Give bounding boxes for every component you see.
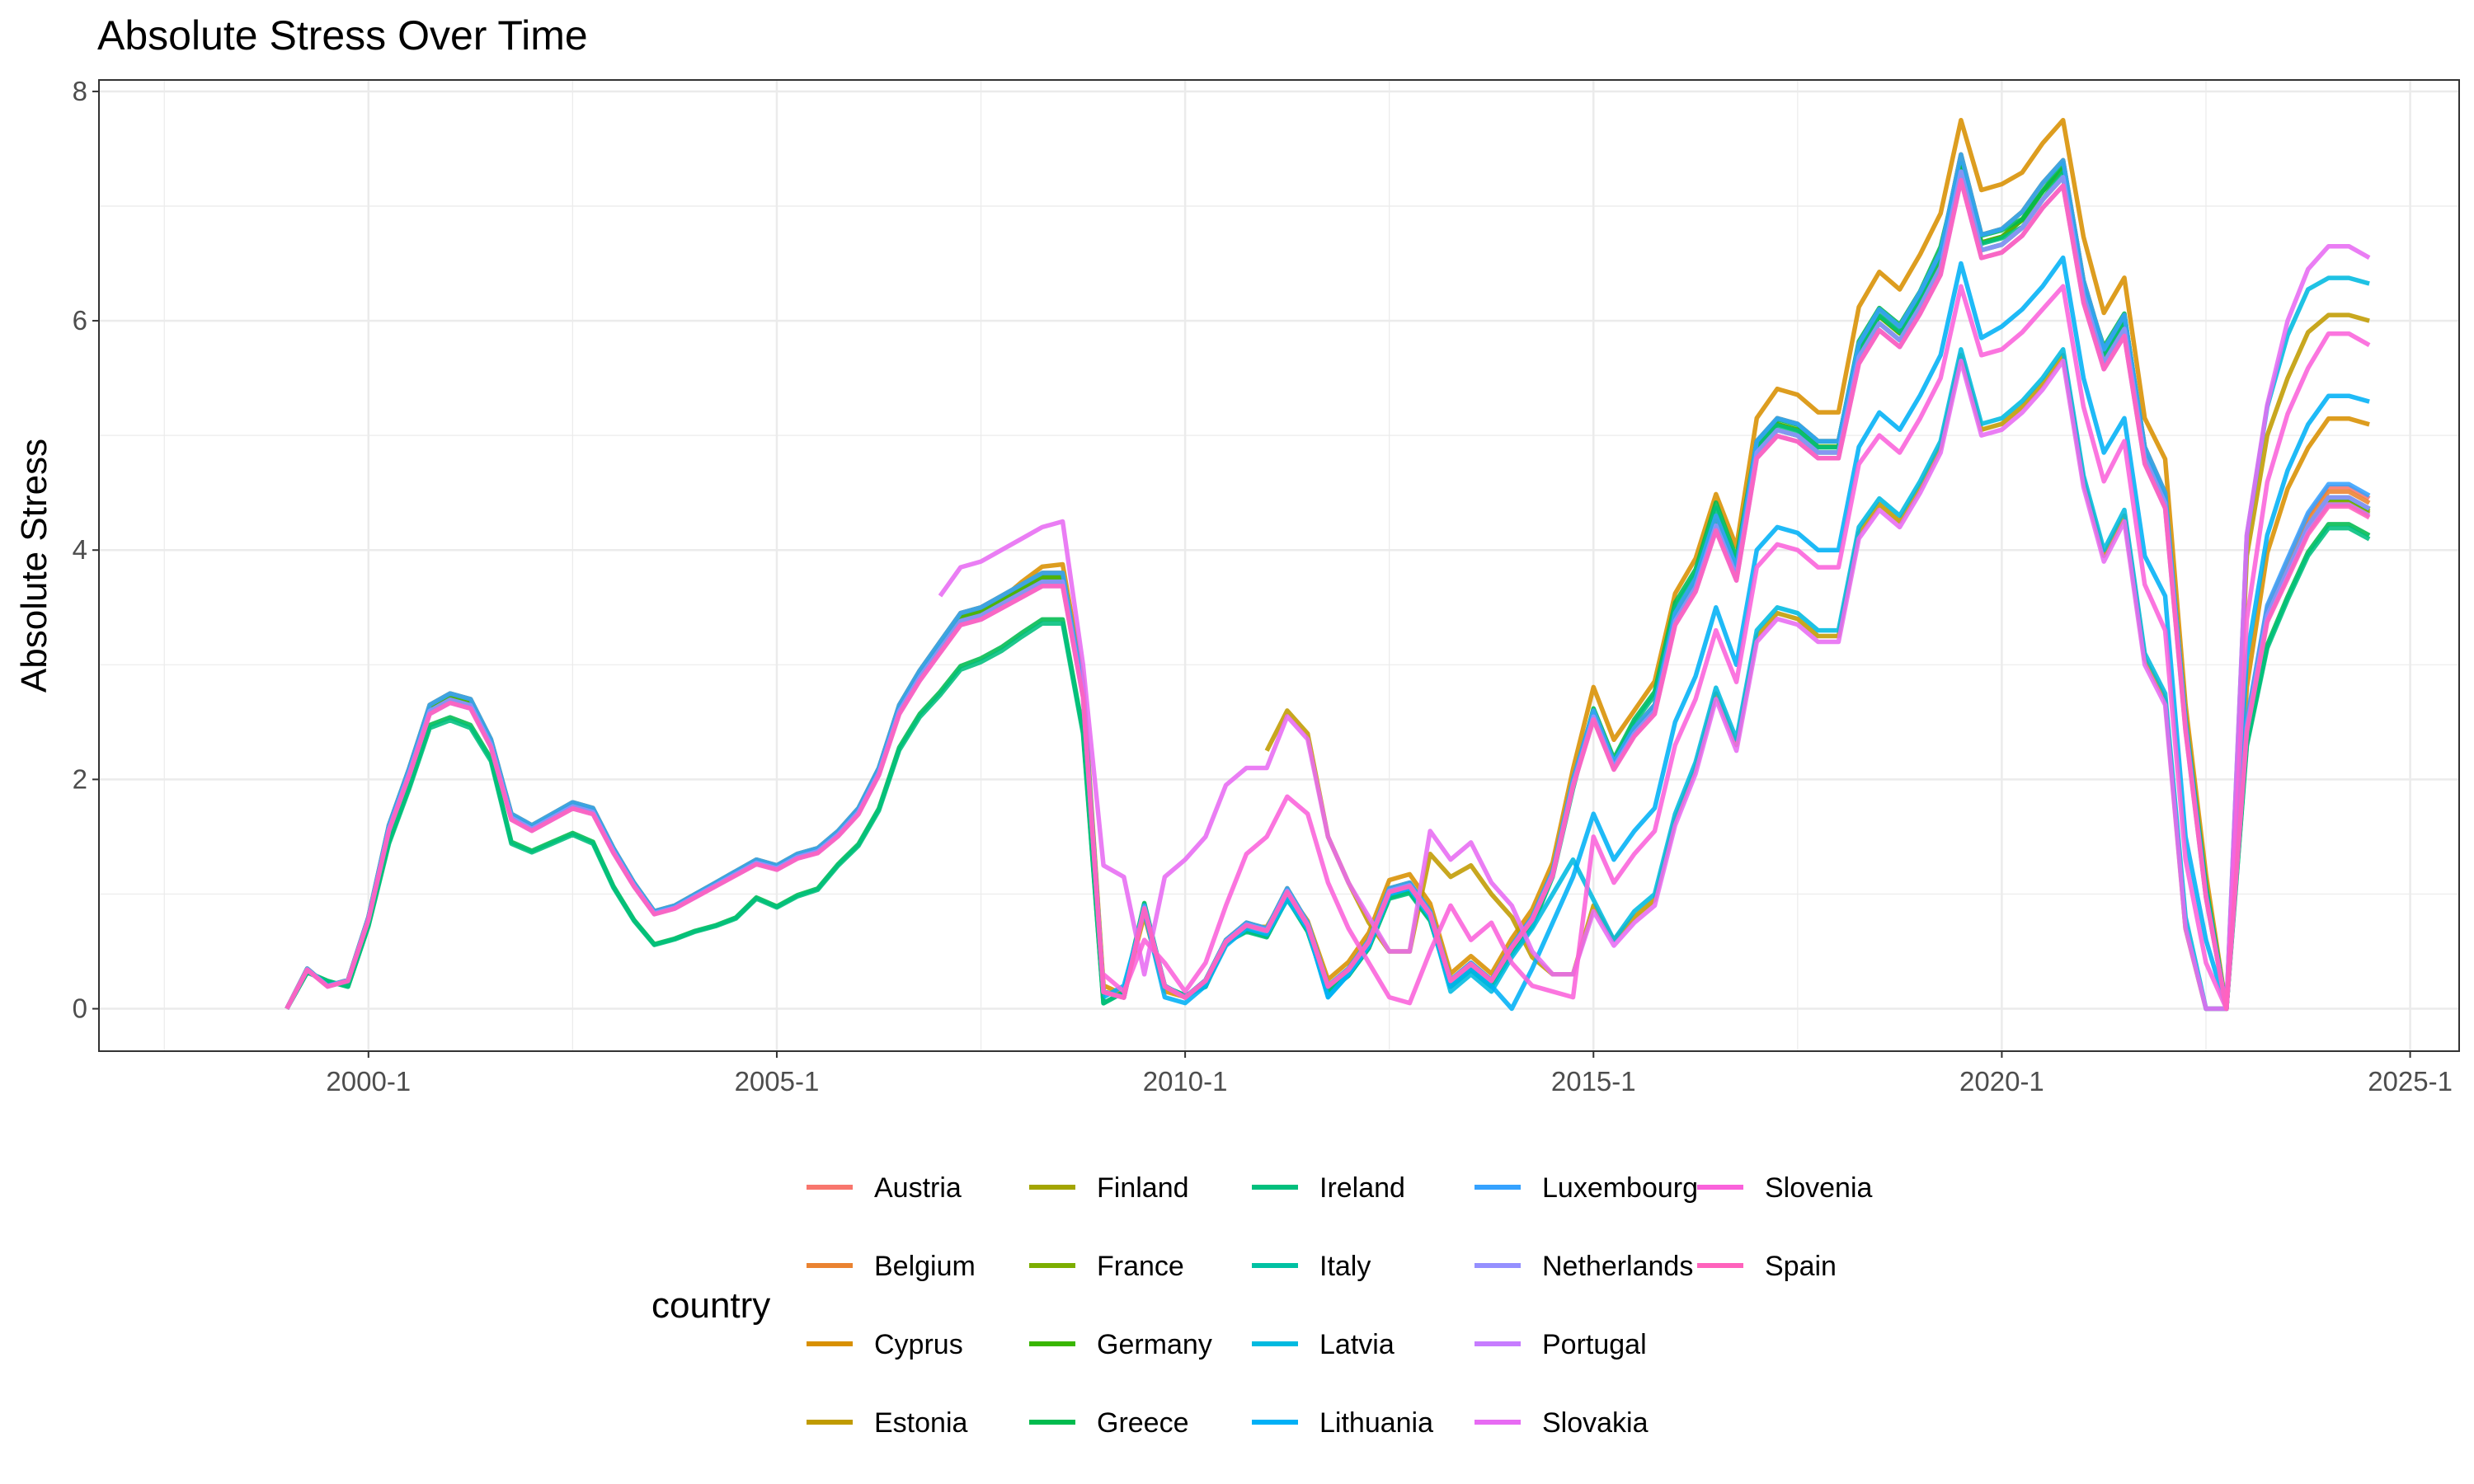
- legend: country Austria Belgium Cyprus Estonia Finla…: [651, 1172, 1873, 1439]
- legend-label-portugal: Portugal: [1542, 1329, 1647, 1360]
- legend-label-finland: Finland: [1097, 1172, 1189, 1204]
- legend-label-austria: Austria: [874, 1172, 962, 1204]
- legend-label-italy: Italy: [1319, 1251, 1371, 1282]
- legend-label-luxembourg: Luxembourg: [1542, 1172, 1698, 1204]
- legend-title: country: [651, 1285, 770, 1326]
- series-line-slovenia: [1102, 284, 2371, 1012]
- legend-label-cyprus: Cyprus: [874, 1329, 963, 1360]
- y-tick-label: 0: [73, 993, 87, 1024]
- legend-label-ireland: Ireland: [1319, 1172, 1405, 1204]
- y-axis: 0 2 4 6 8: [73, 76, 99, 1024]
- x-tick-label: 2005-1: [735, 1066, 820, 1097]
- panel-border: [98, 79, 2460, 1052]
- legend-label-belgium: Belgium: [874, 1251, 976, 1282]
- panel-background: [99, 80, 2459, 1051]
- series-lines: [285, 117, 2371, 1012]
- legend-label-spain: Spain: [1765, 1251, 1837, 1282]
- major-gridlines: [99, 80, 2459, 1051]
- legend-label-france: France: [1097, 1251, 1184, 1282]
- y-tick-label: 6: [73, 305, 87, 336]
- series-line-spain: [285, 177, 2371, 1012]
- legend-items: Austria Belgium Cyprus Estonia Finland France…: [807, 1172, 1873, 1439]
- legend-label-germany: Germany: [1097, 1329, 1212, 1360]
- plot-panel: [98, 79, 2460, 1052]
- chart-title: Absolute Stress Over Time: [97, 12, 588, 59]
- y-tick-label: 4: [73, 534, 87, 565]
- x-tick-label: 2020-1: [1959, 1066, 2044, 1097]
- x-tick-label: 2025-1: [2368, 1066, 2453, 1097]
- y-axis-title: Absolute Stress: [14, 439, 54, 693]
- legend-label-greece: Greece: [1097, 1407, 1189, 1439]
- legend-label-estonia: Estonia: [874, 1407, 967, 1439]
- legend-label-slovenia: Slovenia: [1765, 1172, 1873, 1204]
- legend-label-netherlands: Netherlands: [1542, 1251, 1693, 1282]
- y-tick-label: 8: [73, 76, 87, 106]
- legend-label-slovakia: Slovakia: [1542, 1407, 1649, 1439]
- x-tick-label: 2000-1: [326, 1066, 411, 1097]
- legend-label-lithuania: Lithuania: [1319, 1407, 1433, 1439]
- legend-label-latvia: Latvia: [1319, 1329, 1395, 1360]
- series-line-slovakia: [938, 243, 2371, 1012]
- y-tick-label: 2: [73, 763, 87, 794]
- x-tick-label: 2010-1: [1143, 1066, 1228, 1097]
- x-axis: 2000-1 2005-1 2010-1 2015-1 2020-1 2025-1: [326, 1051, 2453, 1097]
- x-tick-label: 2015-1: [1551, 1066, 1636, 1097]
